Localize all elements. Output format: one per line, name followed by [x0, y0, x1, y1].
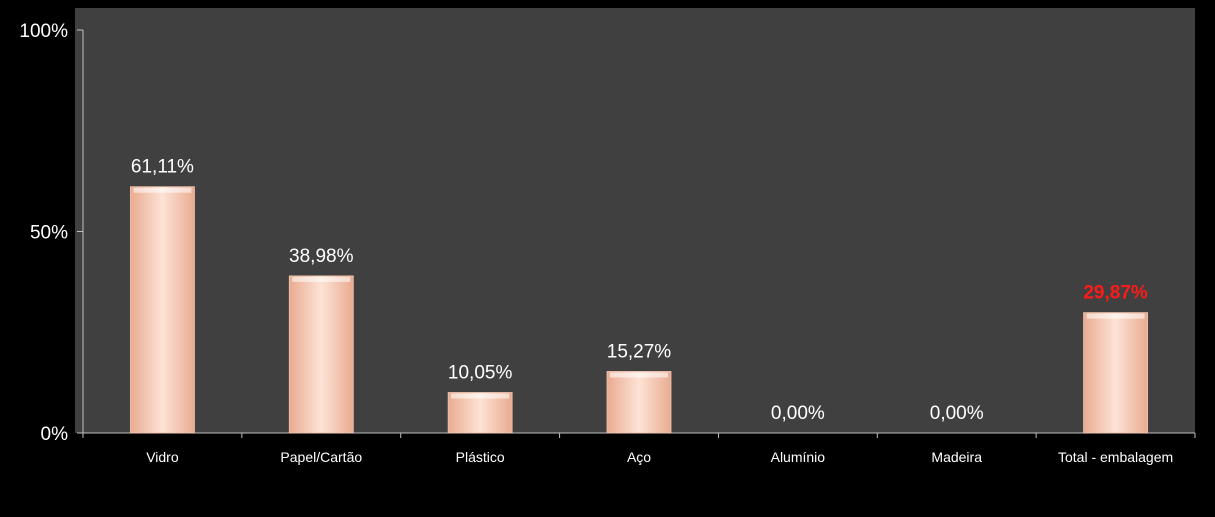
- bar: [606, 371, 672, 434]
- x-tick-label: Madeira: [931, 449, 982, 465]
- x-tick-label: Total - embalagem: [1058, 449, 1173, 465]
- data-label: 10,05%: [448, 362, 513, 383]
- bar-highlight: [610, 372, 668, 378]
- x-tick-label: Alumínio: [771, 449, 826, 465]
- data-label: 0,00%: [771, 403, 825, 424]
- y-tick-label: 100%: [19, 21, 68, 42]
- y-tick-label: 50%: [30, 223, 68, 244]
- x-tick-label: Vidro: [146, 449, 179, 465]
- bar-highlight: [1086, 313, 1145, 319]
- bar: [447, 392, 513, 434]
- data-label: 0,00%: [930, 403, 984, 424]
- data-label: 38,98%: [289, 246, 354, 267]
- y-tick-label: 0%: [41, 424, 69, 445]
- bar: [288, 275, 354, 434]
- x-tick-label: Plástico: [456, 449, 505, 465]
- bar: [130, 186, 195, 434]
- bar-highlight: [451, 393, 510, 399]
- bar-highlight: [292, 276, 351, 282]
- plot-area: [75, 8, 1195, 433]
- data-label: 29,87%: [1083, 283, 1148, 304]
- x-tick-label: Papel/Cartão: [280, 449, 362, 465]
- data-label: 15,27%: [607, 341, 672, 362]
- data-label: 61,11%: [131, 157, 194, 178]
- bar: [1083, 312, 1148, 434]
- bar-highlight: [133, 187, 192, 193]
- x-tick-label: Aço: [627, 449, 651, 465]
